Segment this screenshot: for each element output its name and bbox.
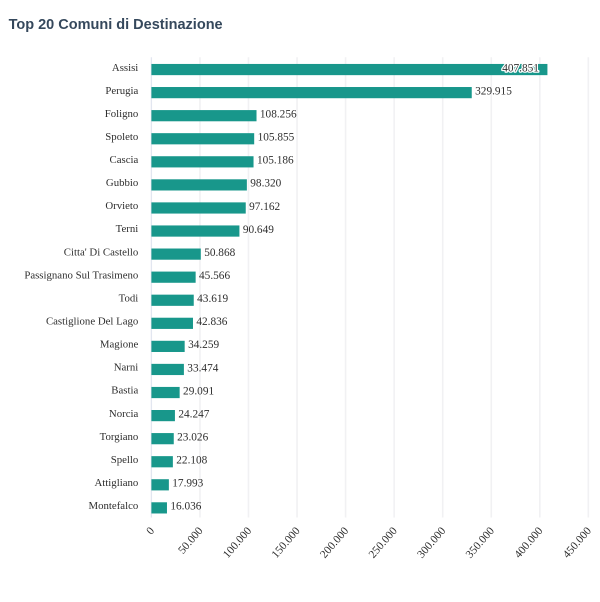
- svg-text:22.108: 22.108: [176, 455, 207, 467]
- svg-text:23.026: 23.026: [177, 431, 208, 443]
- svg-text:150.000: 150.000: [270, 525, 303, 561]
- svg-text:42.836: 42.836: [196, 316, 227, 328]
- svg-text:Gubbio: Gubbio: [106, 177, 138, 189]
- svg-text:Spoleto: Spoleto: [105, 131, 138, 143]
- svg-text:Passignano Sul Trasimeno: Passignano Sul Trasimeno: [24, 269, 138, 281]
- svg-text:Terni: Terni: [116, 223, 139, 235]
- svg-text:Cascia: Cascia: [110, 154, 139, 166]
- svg-text:34.259: 34.259: [188, 339, 219, 351]
- svg-text:Orvieto: Orvieto: [105, 200, 138, 212]
- svg-text:350.000: 350.000: [464, 525, 497, 561]
- svg-text:29.091: 29.091: [183, 385, 214, 397]
- svg-text:24.247: 24.247: [178, 408, 209, 420]
- svg-text:Foligno: Foligno: [105, 108, 139, 120]
- svg-text:16.036: 16.036: [170, 501, 201, 513]
- svg-text:105.186: 105.186: [257, 155, 294, 167]
- svg-text:Perugia: Perugia: [105, 85, 138, 97]
- svg-text:200.000: 200.000: [318, 525, 351, 561]
- svg-text:43.619: 43.619: [197, 293, 228, 305]
- svg-text:Attigliano: Attigliano: [95, 477, 139, 489]
- svg-text:100.000: 100.000: [221, 525, 254, 561]
- svg-text:105.855: 105.855: [258, 132, 295, 144]
- svg-text:Torgiano: Torgiano: [100, 431, 139, 443]
- svg-text:Magione: Magione: [100, 339, 139, 351]
- svg-text:108.256: 108.256: [260, 108, 297, 120]
- svg-text:Todi: Todi: [119, 292, 139, 304]
- svg-text:Spello: Spello: [111, 454, 139, 466]
- svg-text:98.320: 98.320: [250, 178, 281, 190]
- svg-text:97.162: 97.162: [249, 201, 280, 213]
- svg-text:450.000: 450.000: [561, 525, 594, 561]
- svg-text:Montefalco: Montefalco: [89, 500, 139, 512]
- svg-text:300.000: 300.000: [415, 525, 448, 561]
- svg-text:Assisi: Assisi: [112, 62, 138, 74]
- svg-text:Citta' Di Castello: Citta' Di Castello: [64, 246, 139, 258]
- svg-text:50.000: 50.000: [176, 525, 206, 557]
- svg-text:50.868: 50.868: [204, 247, 235, 259]
- svg-text:329.915: 329.915: [475, 85, 512, 97]
- svg-text:250.000: 250.000: [367, 525, 400, 561]
- svg-text:407.851: 407.851: [502, 62, 539, 74]
- svg-text:0: 0: [144, 525, 157, 537]
- svg-text:Castiglione Del Lago: Castiglione Del Lago: [46, 316, 138, 328]
- svg-text:45.566: 45.566: [199, 270, 230, 282]
- svg-text:33.474: 33.474: [187, 362, 218, 374]
- svg-text:Narni: Narni: [114, 362, 139, 374]
- svg-text:90.649: 90.649: [243, 224, 274, 236]
- svg-text:Norcia: Norcia: [109, 408, 139, 420]
- svg-text:17.993: 17.993: [172, 478, 203, 490]
- svg-text:Bastia: Bastia: [111, 385, 138, 397]
- svg-text:400.000: 400.000: [512, 525, 545, 561]
